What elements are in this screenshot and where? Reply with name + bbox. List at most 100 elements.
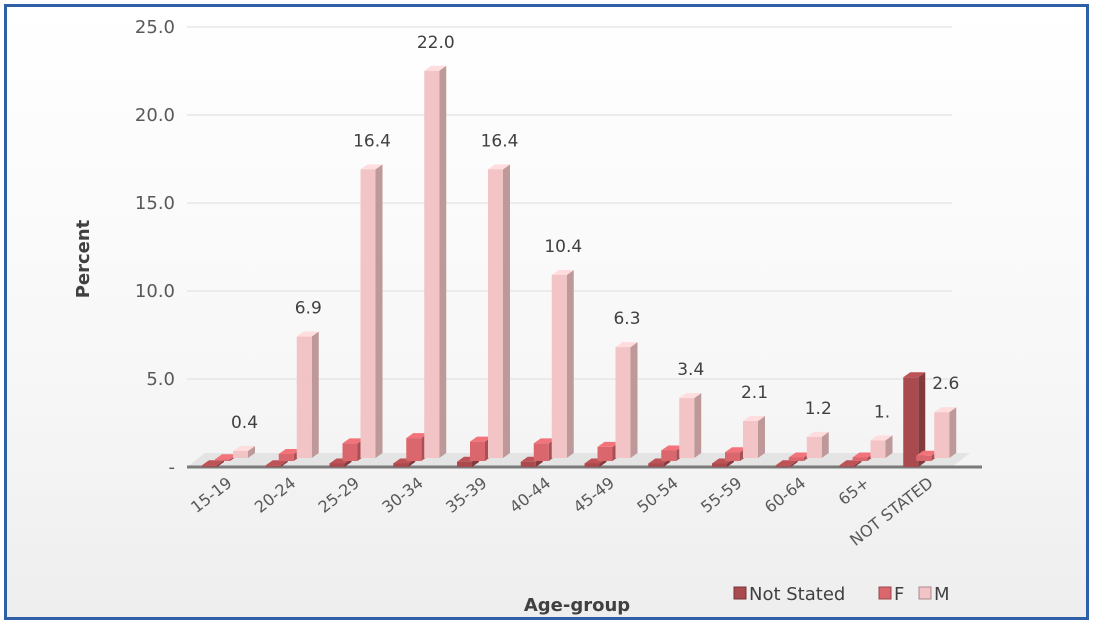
bar-top-f [342, 438, 365, 444]
bar-top-m [615, 342, 638, 348]
bar-not-stated-60-64 [775, 465, 791, 467]
bar-top-f [597, 441, 620, 447]
bar-not-stated-35-39 [457, 461, 472, 467]
bar-f-40-44 [533, 443, 549, 461]
bar-side-m [885, 435, 893, 458]
bar-not-stated-25-29 [329, 463, 345, 467]
bar-top-f [278, 448, 301, 454]
bar-side-not-stated [790, 460, 798, 467]
bar-f-55-59 [725, 452, 740, 461]
bar-side-m [439, 65, 447, 459]
data-label: 2.6 [932, 374, 959, 394]
bar-top-not-stated [202, 460, 224, 466]
bar-f-35-39 [470, 441, 485, 461]
bar-m-65+ [870, 440, 886, 458]
x-tick-label: 20-24 [251, 473, 299, 517]
bar-top-f [916, 450, 939, 456]
y-axis-title: Percent [73, 219, 94, 298]
x-tick-label: 55-59 [697, 473, 745, 517]
bar-m-40-44 [551, 274, 567, 458]
bar-not-stated-not-stated [903, 377, 919, 467]
x-tick-label: 35-39 [442, 473, 490, 517]
bar-top-not-stated [265, 460, 288, 466]
bar-top-m [679, 393, 702, 399]
bar-top-m [870, 435, 893, 441]
legend-label-m: M [934, 584, 950, 605]
x-tick-label: 65+ [835, 473, 873, 509]
bar-top-not-stated [839, 460, 862, 466]
bar-f-50-54 [661, 450, 677, 461]
bar-f-30-34 [406, 438, 422, 461]
bar-side-m [694, 393, 702, 458]
bar-side-m [758, 416, 765, 458]
bar-not-stated-30-34 [393, 463, 409, 467]
legend-swatch-not-stated [733, 586, 747, 600]
x-tick-label: 25-29 [315, 473, 363, 517]
bar-not-stated-40-44 [520, 461, 536, 467]
y-tick-label: - [169, 457, 176, 478]
bar-not-stated-15-19 [202, 465, 217, 467]
data-label: 1.2 [805, 399, 832, 419]
x-axis-title: Age-group [524, 595, 630, 616]
bar-side-m [375, 164, 383, 459]
x-tick-label: 15-19 [187, 473, 235, 517]
y-tick-label: 5.0 [146, 369, 175, 390]
bar-top-m [806, 431, 829, 437]
bar-not-stated-20-24 [265, 465, 281, 467]
y-tick-label: 20.0 [135, 105, 175, 126]
bar-f-25-29 [342, 443, 358, 461]
bar-m-25-29 [360, 169, 376, 459]
bar-m-50-54 [679, 398, 695, 458]
bar-m-45-49 [615, 347, 631, 458]
data-label: 0.4 [231, 413, 258, 433]
data-label: 22.0 [417, 33, 455, 53]
bar-top-f [725, 447, 747, 453]
bar-m-60-64 [806, 436, 822, 458]
bar-m-15-19 [233, 450, 248, 458]
bar-top-f [788, 452, 811, 458]
bar-m-not-stated [934, 412, 950, 458]
bar-m-35-39 [488, 169, 503, 459]
bar-top-not-stated [903, 372, 926, 378]
bar-side-not-stated [217, 460, 224, 467]
y-tick-label: 25.0 [135, 17, 175, 38]
x-tick-label: 45-49 [570, 473, 618, 517]
bar-chart: - 5.0 10.0 15.0 20.0 25.0 0.4 15-19 6.9 20-24 16.4… [73, 17, 982, 616]
bar-top-f [215, 454, 237, 460]
legend-label-f: F [894, 584, 904, 605]
bar-not-stated-65+ [839, 465, 855, 467]
data-label: 10.4 [544, 237, 582, 257]
y-tick-label: 15.0 [135, 193, 175, 214]
data-label: 6.9 [295, 299, 322, 319]
bar-top-m [360, 164, 383, 170]
bar-top-m [424, 65, 447, 71]
bar-side-m [248, 445, 255, 458]
bar-top-m [233, 445, 255, 451]
bar-top-m [551, 269, 574, 275]
bar-side-m [630, 342, 638, 458]
bar-top-f [852, 452, 875, 458]
bar-not-stated-45-49 [584, 463, 600, 467]
bar-not-stated-55-59 [712, 463, 727, 467]
x-tick-label: 40-44 [506, 473, 554, 517]
bar-f-20-24 [278, 453, 294, 461]
bar-not-stated-50-54 [648, 463, 664, 467]
x-tick-label: 50-54 [633, 473, 681, 517]
bar-top-f [661, 445, 684, 451]
x-tick-label: 60-64 [761, 473, 809, 517]
data-label: 16.4 [481, 131, 519, 151]
bar-m-20-24 [296, 336, 312, 458]
legend-swatch-m [918, 586, 932, 600]
bar-f-65+ [852, 457, 868, 461]
bar-f-45-49 [597, 446, 613, 461]
bar-f-15-19 [215, 459, 230, 461]
bar-top-m [743, 416, 765, 422]
x-tick-label: 30-34 [378, 473, 426, 517]
legend-swatch-f [878, 586, 892, 600]
bar-side-not-stated [280, 460, 288, 467]
bar-f-60-64 [788, 457, 804, 461]
bar-m-30-34 [424, 70, 440, 459]
bar-side-m [311, 331, 319, 458]
bar-side-m [949, 407, 957, 458]
chart-floor [187, 453, 970, 467]
